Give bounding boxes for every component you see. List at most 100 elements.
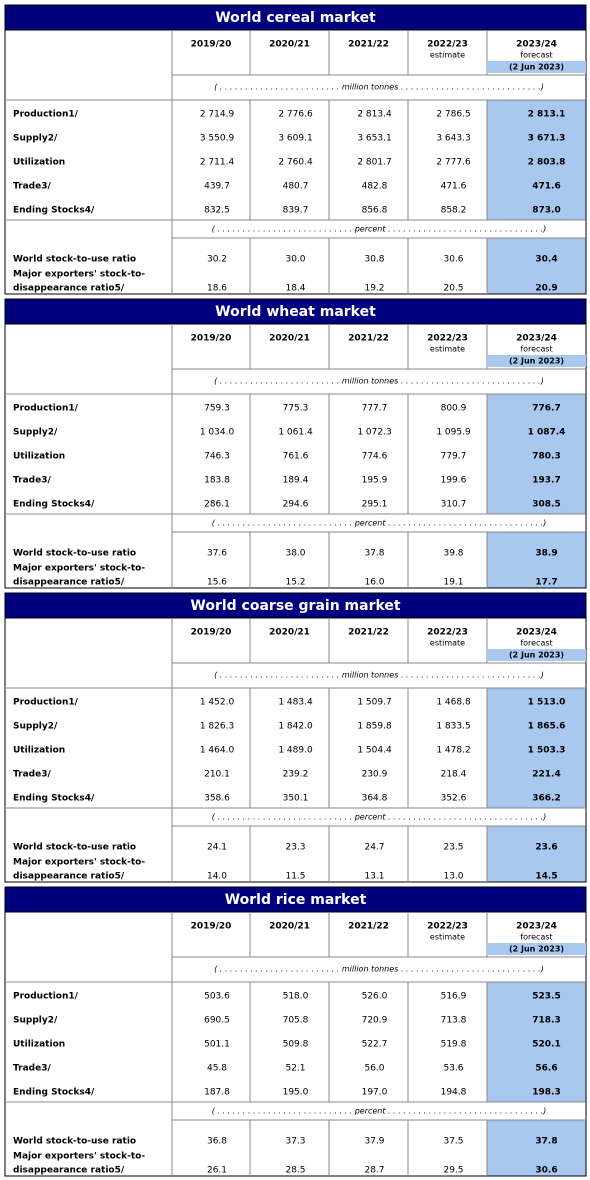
column-header: 2019/20 <box>191 628 232 638</box>
cell-value: 1 865.6 <box>528 722 566 732</box>
cell-value: 14.0 <box>207 872 227 882</box>
cell-value: 2 813.1 <box>528 110 566 120</box>
cell-value: 358.6 <box>204 794 230 804</box>
cell-value: 746.3 <box>204 452 230 462</box>
cell-value: 52.1 <box>285 1064 305 1074</box>
row-label: Utilization <box>13 158 65 168</box>
cell-value: 183.8 <box>204 476 230 486</box>
cell-value: 718.3 <box>532 1016 560 1026</box>
cell-value: 776.7 <box>532 404 560 414</box>
column-header: 2021/22 <box>348 922 389 932</box>
cell-value: 471.6 <box>532 182 560 192</box>
cell-value: 2 760.4 <box>278 158 313 168</box>
forecast-highlight <box>487 532 586 588</box>
cell-value: 23.6 <box>535 843 557 853</box>
cell-value: 519.8 <box>441 1040 467 1050</box>
section-title: World wheat market <box>215 304 376 320</box>
section-title: World coarse grain market <box>190 598 401 614</box>
cell-value: 230.9 <box>362 770 388 780</box>
cell-value: 2 803.8 <box>528 158 566 168</box>
unit-label: ( . . . . . . . . . . . . . . . . . . . … <box>214 965 544 974</box>
column-date: (2 Jun 2023) <box>509 651 564 660</box>
cell-value: 1 468.8 <box>436 698 471 708</box>
cell-value: 518.0 <box>283 992 309 1002</box>
cell-value: 2 786.5 <box>436 110 470 120</box>
cell-value: 221.4 <box>532 770 560 780</box>
cell-value: 1 504.4 <box>357 746 392 756</box>
cell-value: 37.8 <box>364 549 384 559</box>
cell-value: 56.6 <box>535 1064 557 1074</box>
cell-value: 30.4 <box>535 255 557 265</box>
cell-value: 15.2 <box>285 578 305 588</box>
column-note: estimate <box>430 51 465 60</box>
cell-value: 759.3 <box>204 404 230 414</box>
cell-value: 1 095.9 <box>436 428 471 438</box>
section-title-bar <box>4 298 587 325</box>
cell-value: 11.5 <box>285 872 305 882</box>
cell-value: 30.6 <box>535 1166 557 1176</box>
unit-label: ( . . . . . . . . . . . . . . . . . . . … <box>212 813 547 822</box>
row-label: World stock-to-use ratio <box>13 843 136 853</box>
column-header: 2019/20 <box>191 40 232 50</box>
cell-value: 199.6 <box>441 476 467 486</box>
forecast-highlight <box>487 826 586 882</box>
cell-value: 858.2 <box>441 206 467 216</box>
cell-value: 516.9 <box>441 992 467 1002</box>
cell-value: 30.0 <box>285 255 305 265</box>
cell-value: 1 833.5 <box>436 722 470 732</box>
cell-value: 3 643.3 <box>436 134 470 144</box>
cell-value: 720.9 <box>362 1016 388 1026</box>
column-note: forecast <box>520 345 552 354</box>
cell-value: 39.8 <box>443 549 463 559</box>
cell-value: 3 609.1 <box>278 134 312 144</box>
cell-value: 17.7 <box>535 578 557 588</box>
unit-label: ( . . . . . . . . . . . . . . . . . . . … <box>212 1107 547 1116</box>
column-header: 2023/24 <box>516 334 557 344</box>
cell-value: 523.5 <box>532 992 560 1002</box>
column-header: 2023/24 <box>516 628 557 638</box>
cell-value: 832.5 <box>204 206 230 216</box>
row-label: Supply2/ <box>13 722 58 732</box>
cell-value: 310.7 <box>441 500 467 510</box>
cell-value: 520.1 <box>532 1040 560 1050</box>
column-header: 2021/22 <box>348 628 389 638</box>
cell-value: 526.0 <box>362 992 388 1002</box>
cell-value: 30.2 <box>207 255 227 265</box>
column-note: forecast <box>520 933 552 942</box>
cell-value: 294.6 <box>283 500 309 510</box>
cell-value: 30.6 <box>443 255 463 265</box>
row-label: disappearance ratio5/ <box>13 284 125 294</box>
row-label: disappearance ratio5/ <box>13 872 125 882</box>
cell-value: 366.2 <box>532 794 560 804</box>
row-label: Trade3/ <box>13 770 51 780</box>
row-label: Supply2/ <box>13 428 58 438</box>
cell-value: 482.8 <box>362 182 388 192</box>
date-cell <box>487 61 586 73</box>
cell-value: 1 826.3 <box>200 722 234 732</box>
cell-value: 15.6 <box>207 578 227 588</box>
row-label: Ending Stocks4/ <box>13 500 95 510</box>
cell-value: 16.0 <box>364 578 384 588</box>
cell-value: 1 087.4 <box>528 428 566 438</box>
cell-value: 30.8 <box>364 255 384 265</box>
row-label: World stock-to-use ratio <box>13 549 136 559</box>
cell-value: 14.5 <box>535 872 557 882</box>
column-header: 2020/21 <box>269 40 310 50</box>
cell-value: 501.1 <box>204 1040 230 1050</box>
row-label: Major exporters' stock-to- <box>13 564 145 574</box>
forecast-highlight <box>487 100 586 220</box>
cell-value: 195.0 <box>283 1088 309 1098</box>
cell-value: 352.6 <box>441 794 467 804</box>
cell-value: 522.7 <box>362 1040 388 1050</box>
cell-value: 364.8 <box>362 794 388 804</box>
forecast-highlight <box>487 394 586 514</box>
cell-value: 3 653.1 <box>357 134 391 144</box>
row-label: Trade3/ <box>13 1064 51 1074</box>
cell-value: 286.1 <box>204 500 230 510</box>
row-label: Major exporters' stock-to- <box>13 270 145 280</box>
section-title-bar <box>4 4 587 31</box>
row-label: Trade3/ <box>13 476 51 486</box>
cell-value: 189.4 <box>283 476 309 486</box>
forecast-highlight <box>487 688 586 808</box>
cell-value: 774.6 <box>362 452 388 462</box>
